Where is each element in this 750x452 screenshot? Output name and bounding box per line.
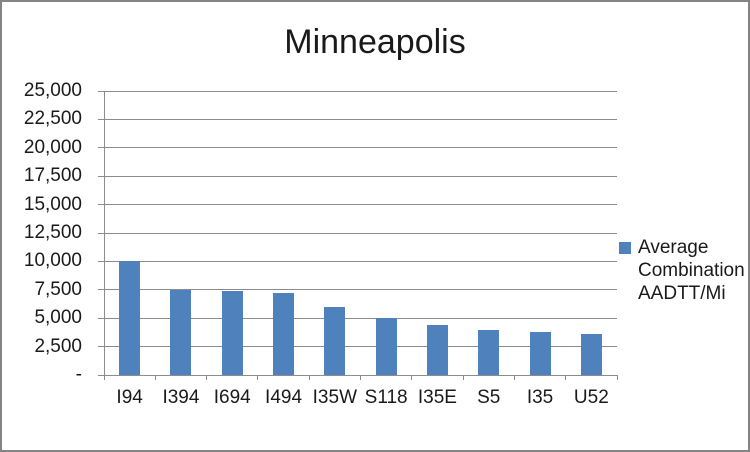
x-axis-tick: [360, 375, 361, 380]
x-tick-label-i35e: I35E: [417, 387, 457, 408]
x-tick-label-i394: I394: [162, 387, 200, 408]
y-tick-label: 5,000: [34, 307, 82, 329]
x-axis-tick: [308, 375, 310, 380]
bar-i494: [273, 293, 295, 375]
y-tick-label: 25,000: [23, 80, 82, 101]
x-tick-label-i694: I694: [213, 387, 251, 408]
y-axis-tick: [98, 260, 104, 262]
gridline: [104, 118, 617, 120]
y-tick-label: 12,500: [23, 222, 82, 243]
x-tick-label-i35w: I35W: [312, 387, 358, 408]
legend-label-line: AADTT/Mi: [638, 283, 726, 304]
bar-i394: [170, 289, 192, 375]
x-axis-tick: [411, 375, 413, 380]
x-tick-label-u52: U52: [573, 387, 609, 408]
gridline: [104, 232, 617, 234]
y-tick-label: -: [75, 364, 82, 385]
y-tick-label: 20,000: [23, 136, 82, 158]
x-axis-tick: [462, 375, 464, 380]
y-tick-label: 17,500: [23, 165, 82, 187]
x-tick-label-s118: S118: [364, 387, 408, 408]
y-axis-tick: [98, 204, 104, 206]
y-axis-tick: [98, 317, 104, 319]
y-tick-label: 22,500: [23, 108, 82, 130]
x-axis-tick: [154, 375, 156, 380]
gridline: [104, 346, 617, 348]
gridline: [104, 260, 617, 262]
y-axis: [103, 91, 105, 380]
x-tick-label-i35: I35: [526, 387, 554, 408]
bar-u52: [580, 334, 602, 375]
y-axis-tick: [98, 374, 104, 376]
legend-label: Average Combination AADTT/Mi: [638, 236, 748, 305]
gridline: [104, 90, 617, 92]
x-axis-tick: [257, 375, 259, 380]
bar-i35w: [324, 307, 346, 375]
x-tick-label-s5: S5: [477, 387, 501, 408]
legend-label-line: Combination: [638, 260, 745, 281]
y-axis-tick: [98, 175, 104, 177]
x-axis-tick: [513, 375, 515, 380]
y-tick-label: 2,500: [34, 335, 82, 357]
y-tick-label: 7,500: [34, 278, 82, 300]
y-axis-tick: [98, 90, 104, 92]
y-tick-label: 15,000: [23, 193, 82, 215]
gridline: [104, 204, 617, 206]
bar-s118: [375, 318, 397, 375]
gridline: [104, 317, 617, 319]
y-axis-tick: [98, 118, 104, 120]
legend-label-line: Average: [638, 237, 709, 258]
legend-swatch-icon: [619, 242, 631, 254]
bar-i694: [221, 290, 243, 375]
gridline: [104, 289, 617, 291]
x-axis-tick: [565, 375, 567, 380]
y-tick-label: 10,000: [23, 250, 82, 272]
y-axis-tick: [98, 147, 104, 149]
x-axis-tick: [616, 375, 618, 380]
bar-i35: [529, 331, 551, 375]
y-axis-tick: [98, 346, 104, 348]
gridline: [104, 175, 617, 177]
bar-s5: [478, 329, 500, 375]
bar-i35e: [426, 325, 448, 375]
x-axis-tick: [206, 375, 208, 380]
chart-title: Minneapolis: [284, 23, 466, 61]
y-axis-tick: [98, 289, 104, 291]
y-axis-tick: [98, 232, 104, 234]
x-tick-label-i494: I494: [265, 387, 303, 408]
gridline: [104, 147, 617, 149]
x-tick-label-i94: I94: [116, 387, 143, 408]
bar-i94: [119, 261, 141, 375]
x-axis-tick: [103, 375, 105, 380]
